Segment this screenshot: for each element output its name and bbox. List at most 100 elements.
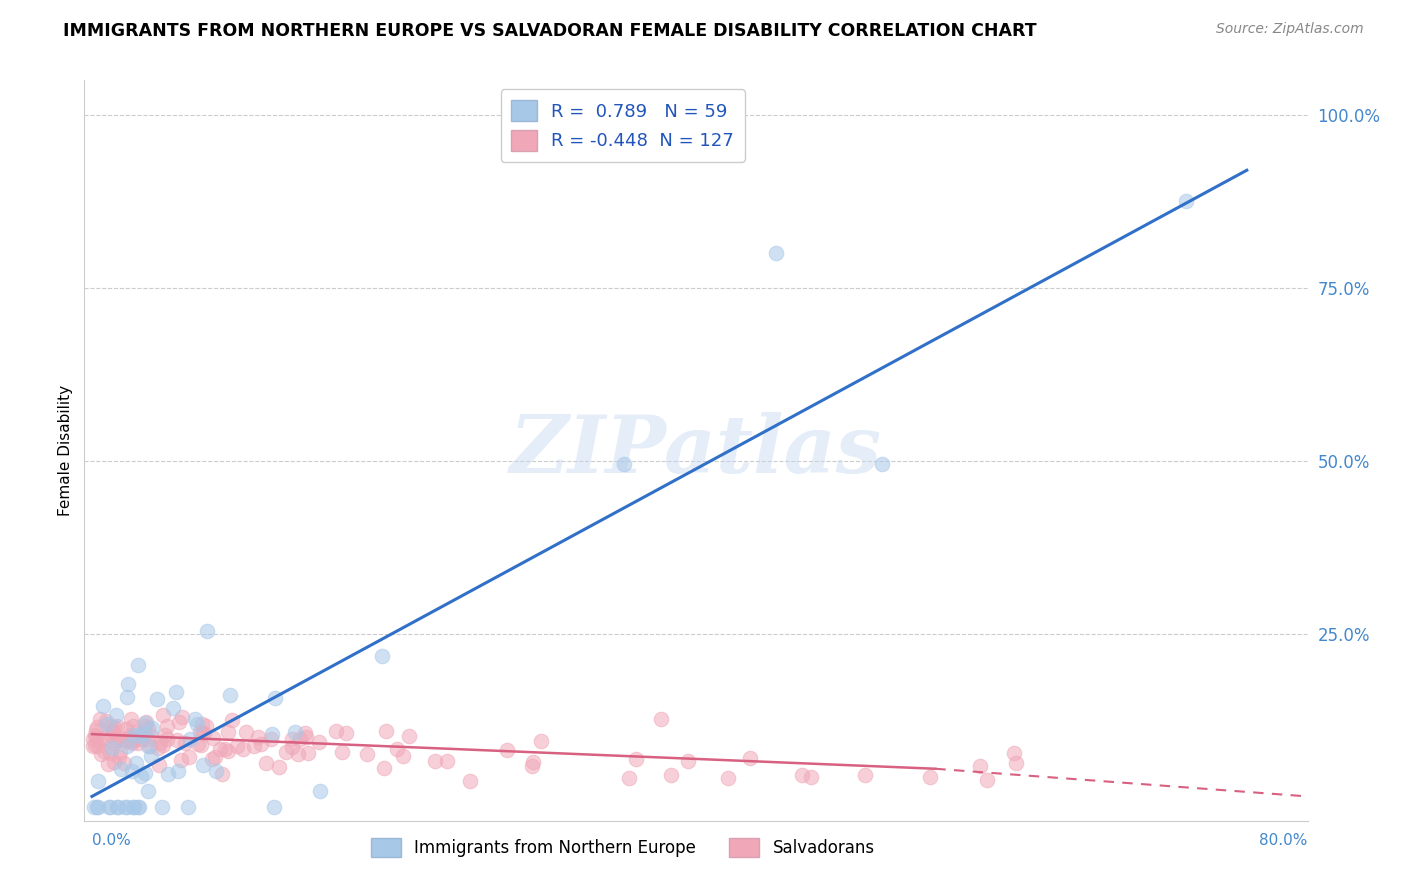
Point: [738, 751, 761, 765]
Point: [128, 799, 150, 814]
Point: [335, 726, 357, 740]
Point: [98, 746, 121, 760]
Point: [91, 698, 114, 713]
Point: [170, 753, 193, 767]
Point: [86, 720, 108, 734]
Point: [263, 799, 285, 814]
Point: [385, 742, 408, 756]
Point: [122, 733, 145, 747]
Point: [141, 722, 163, 736]
Point: [800, 770, 823, 784]
Point: [127, 658, 149, 673]
Point: [110, 763, 132, 777]
Point: [100, 728, 122, 742]
Point: [204, 764, 226, 778]
Point: [101, 725, 124, 739]
Point: [94, 714, 117, 728]
Point: [177, 799, 200, 814]
Point: [208, 742, 231, 756]
Point: [82, 732, 104, 747]
Point: [145, 692, 167, 706]
Point: [105, 799, 128, 814]
Point: [191, 717, 214, 731]
Point: [89, 733, 111, 747]
Point: [134, 715, 156, 730]
Point: [121, 764, 143, 778]
Text: 0.0%: 0.0%: [91, 833, 131, 848]
Point: [90, 747, 112, 761]
Point: [122, 728, 145, 742]
Point: [105, 733, 128, 747]
Point: [162, 700, 184, 714]
Point: [332, 745, 354, 759]
Point: [177, 750, 200, 764]
Point: [281, 731, 304, 746]
Point: [373, 761, 395, 775]
Point: [129, 732, 152, 747]
Point: [398, 729, 420, 743]
Point: [179, 731, 201, 746]
Point: [790, 767, 813, 781]
Point: [139, 739, 162, 754]
Point: [84, 731, 107, 745]
Point: [167, 764, 190, 778]
Point: [617, 772, 640, 786]
Point: [117, 690, 139, 705]
Point: [120, 734, 142, 748]
Point: [436, 754, 458, 768]
Point: [103, 736, 125, 750]
Point: [976, 773, 998, 788]
Point: [920, 770, 942, 784]
Point: [193, 758, 215, 772]
Point: [243, 739, 266, 754]
Point: [195, 624, 218, 638]
Point: [139, 749, 162, 764]
Point: [1005, 756, 1028, 771]
Point: [190, 725, 212, 739]
Point: [267, 759, 290, 773]
Point: [274, 745, 297, 759]
Point: [495, 743, 517, 757]
Point: [103, 755, 125, 769]
Point: [281, 740, 304, 755]
Point: [295, 730, 318, 744]
Point: [166, 732, 188, 747]
Point: [221, 713, 243, 727]
Point: [260, 727, 283, 741]
Point: [129, 769, 152, 783]
Point: [226, 739, 249, 753]
Point: [135, 732, 157, 747]
Point: [530, 734, 553, 748]
Point: [458, 774, 481, 789]
Point: [150, 799, 173, 814]
Point: [187, 737, 209, 751]
Point: [87, 774, 110, 789]
Point: [132, 726, 155, 740]
Point: [659, 768, 682, 782]
Point: [125, 756, 148, 770]
Point: [284, 724, 307, 739]
Point: [96, 717, 118, 731]
Point: [125, 725, 148, 739]
Point: [356, 747, 378, 761]
Point: [139, 729, 162, 743]
Point: [146, 741, 169, 756]
Point: [287, 747, 309, 761]
Point: [201, 731, 224, 745]
Point: [190, 738, 212, 752]
Point: [870, 458, 893, 472]
Point: [122, 799, 145, 814]
Point: [425, 754, 447, 768]
Point: [114, 734, 136, 748]
Point: [201, 752, 224, 766]
Point: [152, 738, 174, 752]
Point: [1002, 747, 1025, 761]
Point: [104, 708, 127, 723]
Legend: Immigrants from Northern Europe, Salvadorans: Immigrants from Northern Europe, Salvado…: [364, 831, 882, 864]
Point: [83, 728, 105, 742]
Point: [522, 756, 544, 770]
Point: [157, 766, 180, 780]
Point: [211, 767, 233, 781]
Point: [89, 712, 111, 726]
Point: [98, 799, 121, 814]
